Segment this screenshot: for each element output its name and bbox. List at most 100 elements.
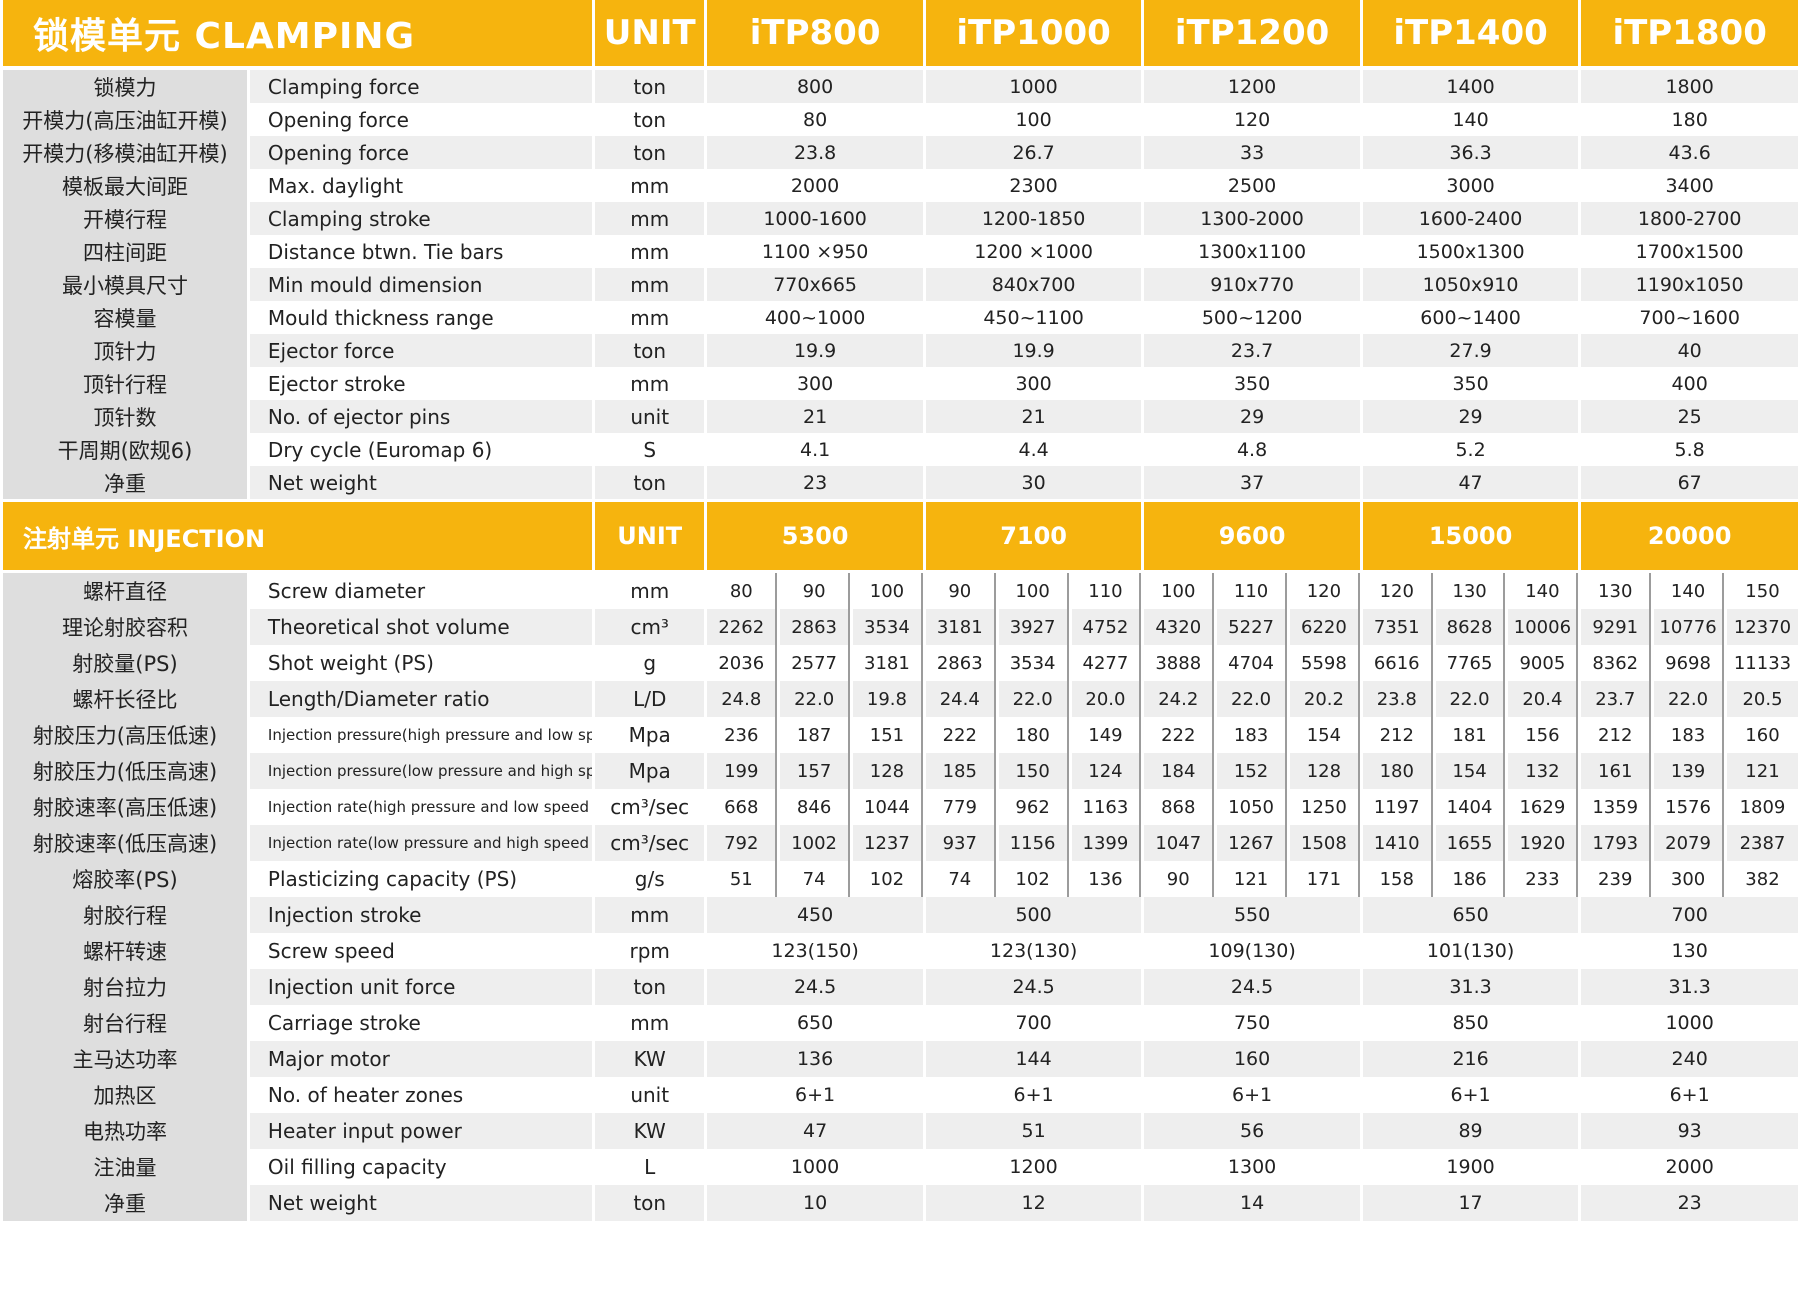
cell-value: 4277 [1071, 645, 1142, 681]
cell-value: 90 [925, 573, 996, 609]
row-label-zh: 模板最大间距 [3, 169, 247, 202]
cell-value: 1002 [780, 825, 851, 861]
cell-value: 37 [1144, 466, 1360, 499]
cell-value: 144 [925, 1041, 1142, 1077]
cell-value: 1156 [998, 825, 1069, 861]
row-unit: ton [595, 136, 705, 169]
row-unit: mm [595, 367, 705, 400]
cell-value: 240 [1581, 1041, 1798, 1077]
row-unit: g [595, 645, 705, 681]
row-label-zh: 理论射胶容积 [3, 609, 247, 645]
injection-group-header: 9600 [1144, 499, 1360, 573]
cell-value: 180 [1362, 753, 1433, 789]
injection-group-header: 20000 [1581, 499, 1798, 573]
row-label-zh: 射胶速率(低压高速) [3, 825, 247, 861]
cell-value: 26.7 [925, 136, 1142, 169]
cell-value: 157 [780, 753, 851, 789]
table-row: 最小模具尺寸 Min mould dimension mm 770x665 840x70… [3, 268, 1798, 301]
row-label-zh: 干周期(欧规6) [3, 433, 247, 466]
cell-value: 212 [1362, 717, 1433, 753]
cell-value: 500 [925, 897, 1142, 933]
cell-value: 1000 [707, 1149, 923, 1185]
cell-value: 19.8 [853, 681, 923, 717]
row-unit: Mpa [595, 753, 705, 789]
injection-group-header: 5300 [707, 499, 923, 573]
cell-value: 3888 [1144, 645, 1215, 681]
row-unit: cm³/sec [595, 825, 705, 861]
cell-value: 1300x1100 [1144, 235, 1360, 268]
cell-value: 47 [1362, 466, 1579, 499]
cell-value: 9698 [1654, 645, 1724, 681]
cell-value: 89 [1362, 1113, 1579, 1149]
row-unit: mm [595, 169, 705, 202]
cell-value: 27.9 [1362, 334, 1579, 367]
cell-value: 239 [1581, 861, 1652, 897]
row-unit: L [595, 1149, 705, 1185]
cell-value: 29 [1362, 400, 1579, 433]
cell-value: 500~1200 [1144, 301, 1360, 334]
cell-value: 1100 ×950 [707, 235, 923, 268]
row-unit: KW [595, 1041, 705, 1077]
cell-value: 24.5 [1144, 969, 1360, 1005]
table-row: 加热区 No. of heater zones unit 6+1 6+1 6+1 6+1 6+… [3, 1077, 1798, 1113]
row-label-en: Screw diameter [249, 573, 593, 609]
cell-value: 33 [1144, 136, 1360, 169]
table-row: 射胶速率(高压低速) Injection rate(high pressure a… [3, 789, 1798, 825]
cell-value: 1237 [853, 825, 923, 861]
cell-value: 100 [1144, 573, 1215, 609]
cell-value: 5227 [1217, 609, 1287, 645]
cell-value: 128 [1290, 753, 1360, 789]
cell-value: 350 [1362, 367, 1579, 400]
cell-value: 350 [1144, 367, 1360, 400]
cell-value: 14 [1144, 1185, 1360, 1221]
cell-value: 5.8 [1581, 433, 1798, 466]
cell-value: 102 [998, 861, 1069, 897]
cell-value: 650 [1362, 897, 1579, 933]
table-row: 理论射胶容积 Theoretical shot volume cm³ 2262 2863… [3, 609, 1798, 645]
cell-value: 51 [707, 861, 778, 897]
cell-value: 154 [1435, 753, 1506, 789]
cell-value: 24.2 [1144, 681, 1215, 717]
row-unit: mm [595, 202, 705, 235]
model-header: iTP1200 [1144, 0, 1360, 70]
cell-value: 19.9 [707, 334, 923, 367]
cell-value: 7765 [1435, 645, 1506, 681]
cell-value: 6+1 [707, 1077, 923, 1113]
cell-value: 1250 [1290, 789, 1360, 825]
row-unit: unit [595, 400, 705, 433]
cell-value: 3534 [853, 609, 923, 645]
cell-value: 1267 [1217, 825, 1287, 861]
row-unit: mm [595, 1005, 705, 1041]
model-header: iTP1800 [1581, 0, 1798, 70]
cell-value: 160 [1144, 1041, 1360, 1077]
row-label-en: Injection pressure(low pressure and high… [249, 753, 593, 789]
cell-value: 8362 [1581, 645, 1652, 681]
cell-value: 1629 [1508, 789, 1579, 825]
cell-value: 139 [1654, 753, 1724, 789]
row-label-zh: 四柱间距 [3, 235, 247, 268]
table-row: 顶针行程 Ejector stroke mm 300 300 350 350 400 [3, 367, 1798, 400]
cell-value: 128 [853, 753, 923, 789]
row-label-en: Mould thickness range [249, 301, 593, 334]
row-unit: g/s [595, 861, 705, 897]
cell-value: 1920 [1508, 825, 1579, 861]
row-unit: mm [595, 235, 705, 268]
row-label-en: Theoretical shot volume [249, 609, 593, 645]
row-label-zh: 射胶压力(高压低速) [3, 717, 247, 753]
cell-value: 1900 [1362, 1149, 1579, 1185]
row-unit: rpm [595, 933, 705, 969]
cell-value: 1800-2700 [1581, 202, 1798, 235]
cell-value: 9291 [1581, 609, 1652, 645]
row-label-en: Plasticizing capacity (PS) [249, 861, 593, 897]
cell-value: 1000-1600 [707, 202, 923, 235]
cell-value: 1700x1500 [1581, 235, 1798, 268]
cell-value: 1508 [1290, 825, 1360, 861]
cell-value: 2262 [707, 609, 778, 645]
table-row: 射胶速率(低压高速) Injection rate(low pressure an… [3, 825, 1798, 861]
cell-value: 23.7 [1581, 681, 1652, 717]
cell-value: 300 [925, 367, 1142, 400]
row-label-en: Opening force [249, 136, 593, 169]
cell-value: 1359 [1581, 789, 1652, 825]
cell-value: 550 [1144, 897, 1360, 933]
cell-value: 51 [925, 1113, 1142, 1149]
